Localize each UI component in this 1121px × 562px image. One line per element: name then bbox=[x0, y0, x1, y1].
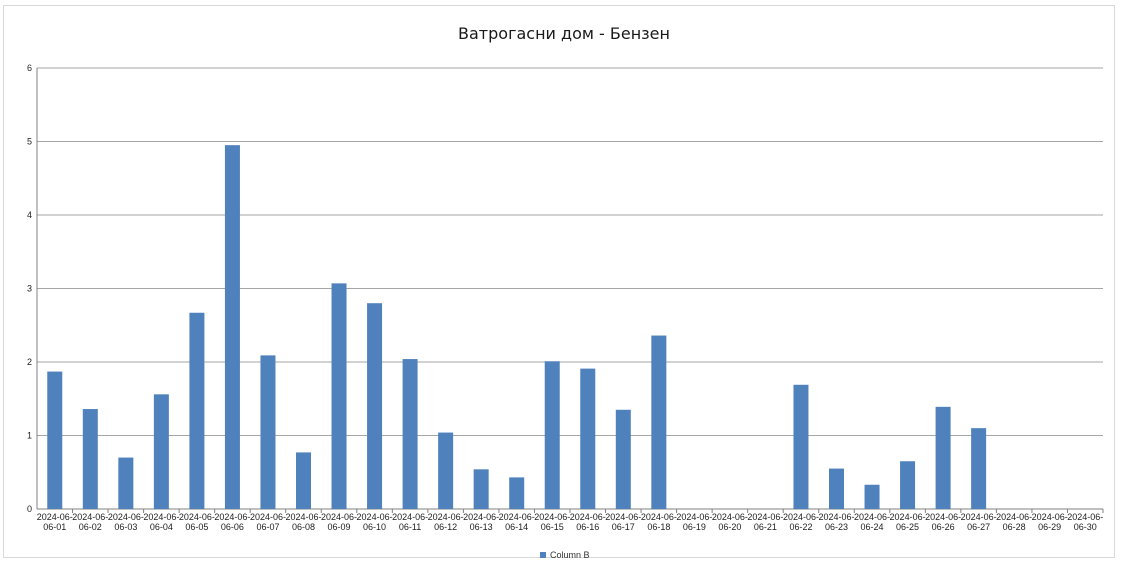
x-tick-label: 2024-06-06-26 bbox=[925, 512, 961, 532]
bars bbox=[47, 145, 987, 510]
x-tick-label: 2024-06-06-16 bbox=[570, 512, 606, 532]
x-tick-label: 2024-06-06-25 bbox=[890, 512, 926, 532]
x-tick-label: 2024-06-06-07 bbox=[250, 512, 286, 532]
bar-2024-06-08 bbox=[296, 452, 311, 509]
y-tick-label: 2 bbox=[27, 357, 32, 367]
x-tick-label: 2024-06-06-20 bbox=[712, 512, 748, 532]
x-tick-label: 2024-06-06-01 bbox=[37, 512, 73, 532]
bar-2024-06-11 bbox=[402, 359, 418, 509]
bar-2024-06-22 bbox=[793, 384, 809, 509]
y-tick-label: 4 bbox=[27, 210, 32, 220]
x-tick-label: 2024-06-06-04 bbox=[143, 512, 179, 532]
bar-2024-06-27 bbox=[971, 428, 987, 509]
bar-2024-06-05 bbox=[189, 312, 205, 509]
bar-2024-06-03 bbox=[118, 457, 134, 509]
bar-2024-06-04 bbox=[153, 394, 169, 509]
x-tick-label: 2024-06-06-11 bbox=[392, 512, 428, 532]
x-tick-label: 2024-06-06-21 bbox=[747, 512, 783, 532]
x-tick-label: 2024-06-06-06 bbox=[214, 512, 250, 532]
bar-2024-06-26 bbox=[935, 406, 951, 509]
x-tick-label: 2024-06-06-14 bbox=[499, 512, 535, 532]
bar-2024-06-01 bbox=[47, 371, 63, 509]
bar-2024-06-18 bbox=[651, 335, 667, 509]
y-tick-label: 1 bbox=[27, 431, 32, 441]
x-tick-label: 2024-06-06-12 bbox=[428, 512, 464, 532]
bar-2024-06-09 bbox=[331, 283, 347, 509]
bar-2024-06-24 bbox=[864, 484, 880, 509]
axes bbox=[36, 68, 1104, 513]
x-tick-label: 2024-06-06-19 bbox=[676, 512, 712, 532]
bar-2024-06-07 bbox=[260, 355, 276, 509]
y-tick-label: 6 bbox=[27, 63, 32, 73]
y-tick-labels: 0 1 2 3 4 5 6 bbox=[27, 63, 32, 514]
x-tick-label: 2024-06-06-28 bbox=[996, 512, 1032, 532]
legend-label: Column B bbox=[550, 550, 590, 560]
x-tick-labels: 2024-06-06-012024-06-06-022024-06-06-032… bbox=[37, 512, 1103, 532]
x-tick-label: 2024-06-06-10 bbox=[357, 512, 393, 532]
gridlines bbox=[37, 67, 1103, 436]
bar-2024-06-25 bbox=[900, 461, 916, 509]
chart-title: Ватрогасни дом - Бензен bbox=[458, 24, 670, 43]
bar-2024-06-06 bbox=[224, 145, 240, 510]
bar-2024-06-15 bbox=[544, 361, 560, 509]
bar-2024-06-16 bbox=[580, 368, 596, 509]
bar-2024-06-10 bbox=[367, 303, 383, 509]
x-tick-label: 2024-06-06-13 bbox=[463, 512, 499, 532]
bar-2024-06-23 bbox=[829, 468, 844, 509]
x-tick-label: 2024-06-06-09 bbox=[321, 512, 357, 532]
x-tick-label: 2024-06-06-02 bbox=[72, 512, 108, 532]
bar-2024-06-17 bbox=[615, 409, 631, 509]
x-tick-label: 2024-06-06-17 bbox=[605, 512, 641, 532]
x-tick-label: 2024-06-06-23 bbox=[818, 512, 854, 532]
y-tick-label: 5 bbox=[27, 137, 32, 147]
bar-2024-06-02 bbox=[82, 409, 98, 509]
x-tick-label: 2024-06-06-18 bbox=[641, 512, 677, 532]
bar-2024-06-13 bbox=[473, 469, 489, 509]
x-tick-label: 2024-06-06-08 bbox=[285, 512, 321, 532]
x-tick-label: 2024-06-06-27 bbox=[961, 512, 997, 532]
x-tick-label: 2024-06-06-24 bbox=[854, 512, 890, 532]
x-tick-label: 2024-06-06-15 bbox=[534, 512, 570, 532]
legend-swatch bbox=[540, 552, 546, 558]
bar-2024-06-12 bbox=[438, 432, 454, 509]
x-tick-label: 2024-06-06-05 bbox=[179, 512, 215, 532]
legend: Column B bbox=[540, 550, 590, 560]
y-tick-label: 3 bbox=[27, 284, 32, 294]
bar-2024-06-14 bbox=[509, 477, 525, 509]
y-tick-label: 0 bbox=[27, 504, 32, 514]
x-tick-label: 2024-06-06-03 bbox=[108, 512, 144, 532]
x-tick-label: 2024-06-06-30 bbox=[1067, 512, 1103, 532]
x-tick-label: 2024-06-06-22 bbox=[783, 512, 819, 532]
x-tick-label: 2024-06-06-29 bbox=[1032, 512, 1068, 532]
